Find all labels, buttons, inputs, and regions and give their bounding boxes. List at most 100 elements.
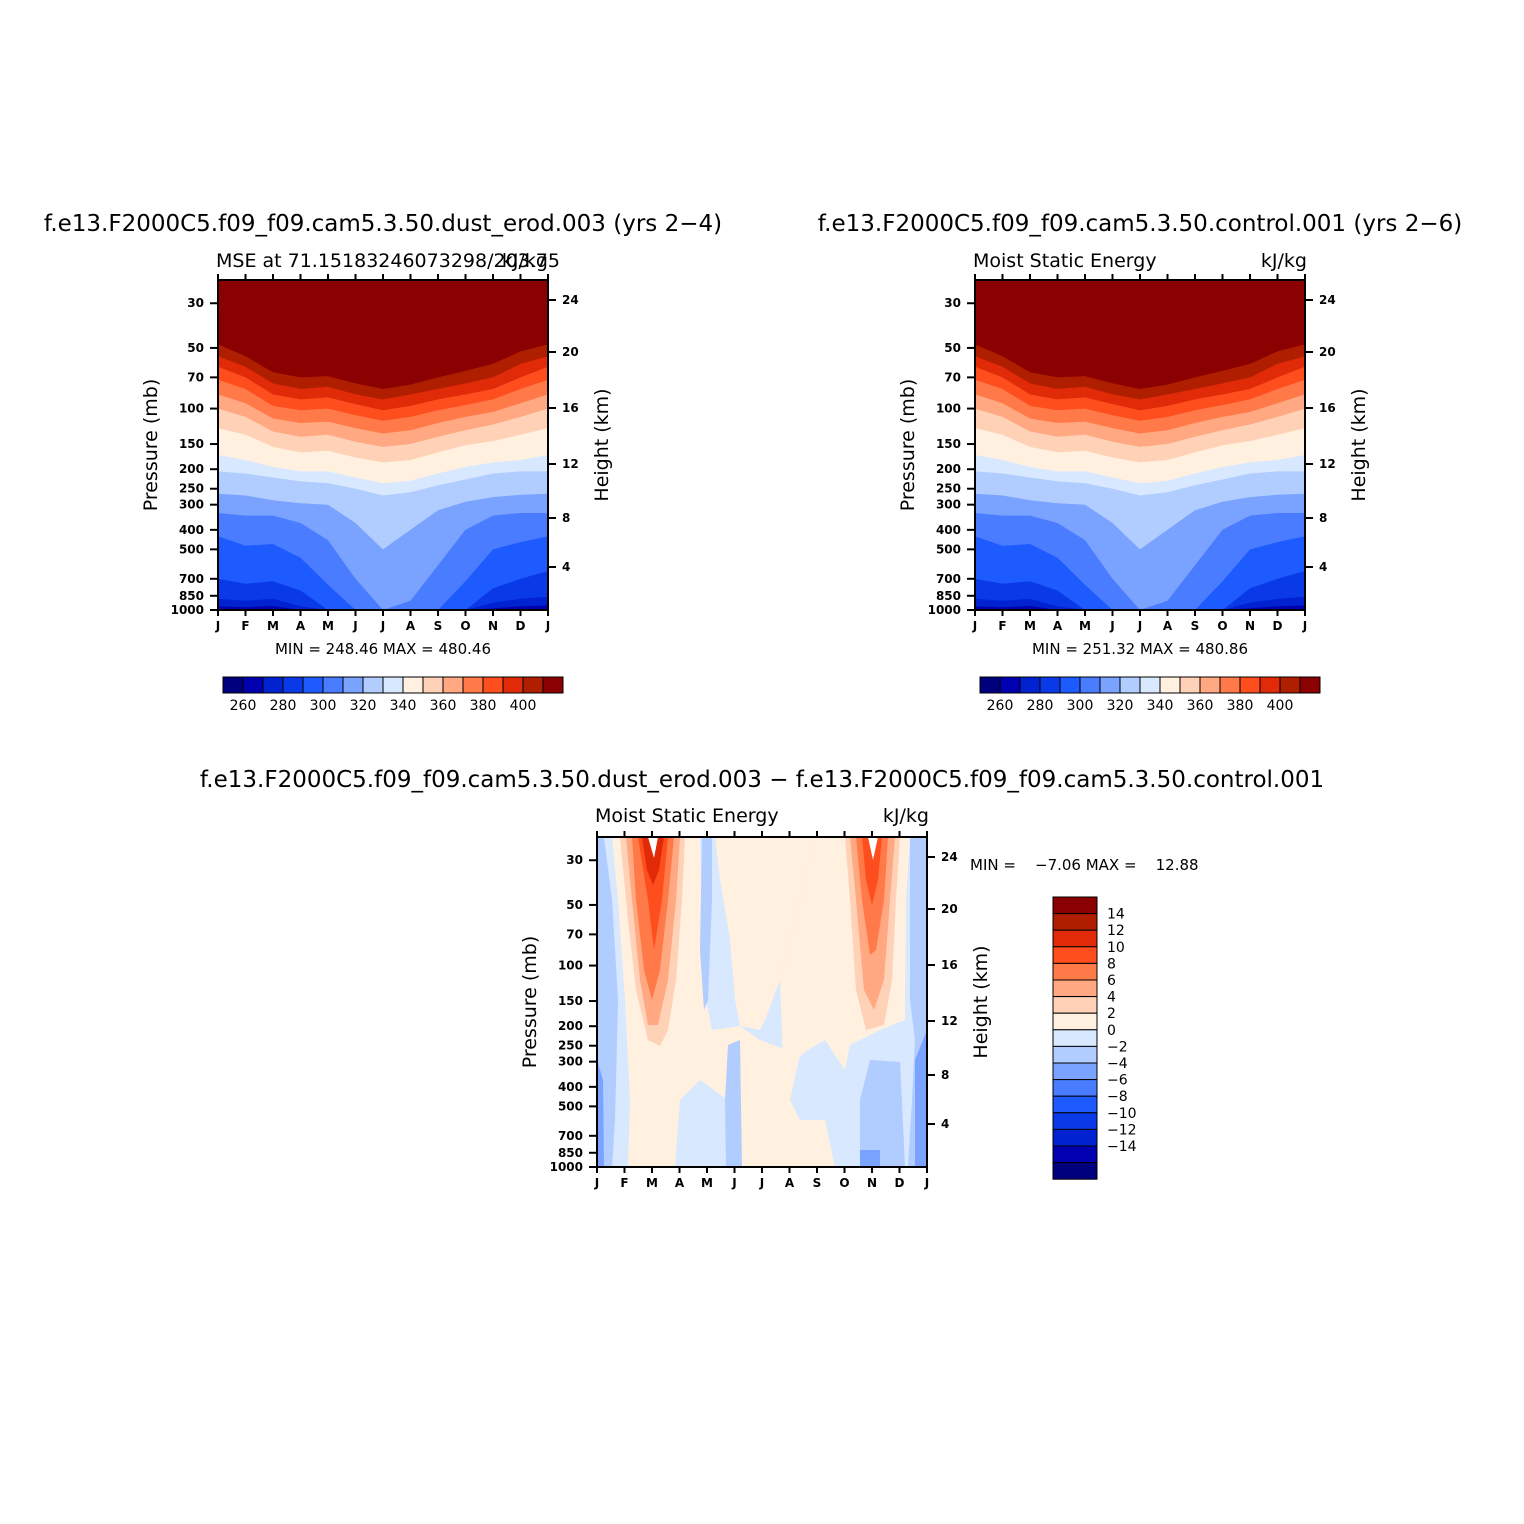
colorbar-swatch bbox=[1052, 1062, 1098, 1081]
colorbar-label: 280 bbox=[1027, 698, 1054, 714]
y-right-tick-label: 12 bbox=[562, 457, 579, 471]
y-tick-label: 400 bbox=[936, 523, 961, 537]
panel1-ylabel-right: Height (km) bbox=[591, 388, 613, 501]
x-tick-label: M bbox=[1079, 619, 1091, 633]
colorbar-label: 400 bbox=[1267, 698, 1294, 714]
colorbar-swatch bbox=[1019, 676, 1041, 694]
panel1-min-max: MIN = 248.46 MAX = 480.46 bbox=[275, 640, 491, 658]
y-tick-label: 30 bbox=[566, 853, 583, 867]
colorbar-swatch bbox=[1052, 1012, 1098, 1031]
y-right-tick-label: 24 bbox=[941, 850, 958, 864]
panel1-title: f.e13.F2000C5.f09_f09.cam5.3.50.dust_ero… bbox=[44, 211, 722, 237]
x-tick-label: M bbox=[646, 1176, 658, 1190]
y-tick-label: 50 bbox=[187, 341, 204, 355]
y-right-tick-label: 20 bbox=[941, 902, 958, 916]
colorbar-swatch bbox=[542, 676, 564, 694]
panel2-right-label: kJ/kg bbox=[1261, 250, 1307, 272]
x-tick-label: O bbox=[1217, 619, 1227, 633]
panel1-axes: J F M A M J J A S O N D J 30 50 70 100 150 200 250 300 400 500… bbox=[171, 274, 579, 633]
y-tick-label: 400 bbox=[558, 1080, 583, 1094]
colorbar-swatch bbox=[1052, 913, 1098, 931]
y-tick-label: 100 bbox=[179, 402, 204, 416]
colorbar-swatch bbox=[1159, 676, 1181, 694]
colorbar-swatch bbox=[1052, 1095, 1098, 1114]
panel3-axes: J F M A M J J A S O N D J 30 50 70 100 150 200 250 300 400 500… bbox=[550, 831, 958, 1190]
y-tick-label: 150 bbox=[179, 437, 204, 451]
panel-control: f.e13.F2000C5.f09_f09.cam5.3.50.control.… bbox=[818, 211, 1462, 714]
y-right-tick-label: 8 bbox=[562, 511, 570, 525]
x-tick-label: D bbox=[895, 1176, 905, 1190]
x-tick-label: N bbox=[867, 1176, 877, 1190]
colorbar-swatch bbox=[1039, 676, 1061, 694]
x-tick-label: D bbox=[516, 619, 526, 633]
colorbar-label: 360 bbox=[1187, 698, 1214, 714]
y-tick-label: 70 bbox=[566, 927, 583, 941]
colorbar-swatch bbox=[1299, 676, 1321, 694]
x-tick-label: S bbox=[434, 619, 443, 633]
x-tick-label: A bbox=[1163, 619, 1173, 633]
colorbar-label: 340 bbox=[1147, 698, 1174, 714]
y-tick-label: 30 bbox=[187, 296, 204, 310]
panel3-ylabel: Pressure (mb) bbox=[519, 936, 541, 1069]
y-tick-label: 30 bbox=[944, 296, 961, 310]
panel2-axes: J F M A M J J A S O N D J 30 50 70 100 150 200 250 300 400 500… bbox=[928, 274, 1336, 633]
panel3-contours bbox=[597, 837, 927, 1167]
contour-band bbox=[975, 571, 1305, 610]
colorbar-label: −8 bbox=[1107, 1089, 1128, 1105]
panel1-right-label: kJ/kg bbox=[502, 250, 548, 272]
colorbar-label: −4 bbox=[1107, 1056, 1128, 1072]
colorbar-swatch bbox=[422, 676, 444, 694]
colorbar-swatch bbox=[502, 676, 524, 694]
colorbar-swatch bbox=[1139, 676, 1161, 694]
colorbar-swatch bbox=[482, 676, 504, 694]
x-tick-label: N bbox=[488, 619, 498, 633]
panel2-ylabel: Pressure (mb) bbox=[897, 379, 919, 512]
panel-dust-erod: f.e13.F2000C5.f09_f09.cam5.3.50.dust_ero… bbox=[44, 211, 722, 714]
y-right-tick-label: 12 bbox=[941, 1014, 958, 1028]
panel-difference: f.e13.F2000C5.f09_f09.cam5.3.50.dust_ero… bbox=[200, 767, 1324, 1190]
y-tick-label: 1000 bbox=[550, 1160, 583, 1174]
colorbar-label: 380 bbox=[1227, 698, 1254, 714]
colorbar-swatch bbox=[342, 676, 364, 694]
x-tick-label: J bbox=[1302, 619, 1307, 633]
colorbar-swatch bbox=[1259, 676, 1281, 694]
x-tick-label: J bbox=[215, 619, 220, 633]
colorbar-swatch bbox=[1052, 1029, 1098, 1047]
colorbar-swatch bbox=[362, 676, 384, 694]
y-tick-label: 150 bbox=[558, 994, 583, 1008]
y-right-tick-label: 24 bbox=[562, 293, 579, 307]
x-tick-label: J bbox=[1137, 619, 1142, 633]
contour-band bbox=[218, 571, 548, 610]
x-tick-label: O bbox=[460, 619, 470, 633]
x-tick-label: J bbox=[594, 1176, 599, 1190]
x-tick-label: N bbox=[1245, 619, 1255, 633]
panel2-left-label: Moist Static Energy bbox=[973, 250, 1157, 272]
colorbar-swatch bbox=[382, 676, 404, 694]
colorbar-swatch bbox=[1052, 1045, 1098, 1064]
y-tick-label: 400 bbox=[179, 523, 204, 537]
colorbar-label: 10 bbox=[1107, 940, 1125, 956]
y-tick-label: 100 bbox=[936, 402, 961, 416]
y-tick-label: 300 bbox=[558, 1055, 583, 1069]
colorbar-swatch bbox=[1119, 676, 1141, 694]
y-tick-label: 700 bbox=[558, 1129, 583, 1143]
colorbar-label: 360 bbox=[430, 698, 457, 714]
colorbar-label: 6 bbox=[1107, 973, 1116, 989]
x-tick-label: A bbox=[1053, 619, 1063, 633]
y-right-tick-label: 20 bbox=[1319, 345, 1336, 359]
colorbar-label: −2 bbox=[1107, 1039, 1128, 1055]
x-tick-label: M bbox=[322, 619, 334, 633]
colorbar-label: −6 bbox=[1107, 1073, 1128, 1089]
y-tick-label: 300 bbox=[936, 498, 961, 512]
colorbar-swatch bbox=[262, 676, 284, 694]
colorbar-swatch bbox=[979, 676, 1001, 694]
colorbar-swatch bbox=[1279, 676, 1301, 694]
x-tick-label: A bbox=[406, 619, 416, 633]
panel2-title: f.e13.F2000C5.f09_f09.cam5.3.50.control.… bbox=[818, 211, 1462, 237]
x-tick-label: S bbox=[1191, 619, 1200, 633]
colorbar-label: 340 bbox=[390, 698, 417, 714]
colorbar-swatch bbox=[1052, 896, 1098, 915]
colorbar-swatch bbox=[1052, 929, 1098, 948]
panel3-left-label: Moist Static Energy bbox=[595, 805, 779, 827]
